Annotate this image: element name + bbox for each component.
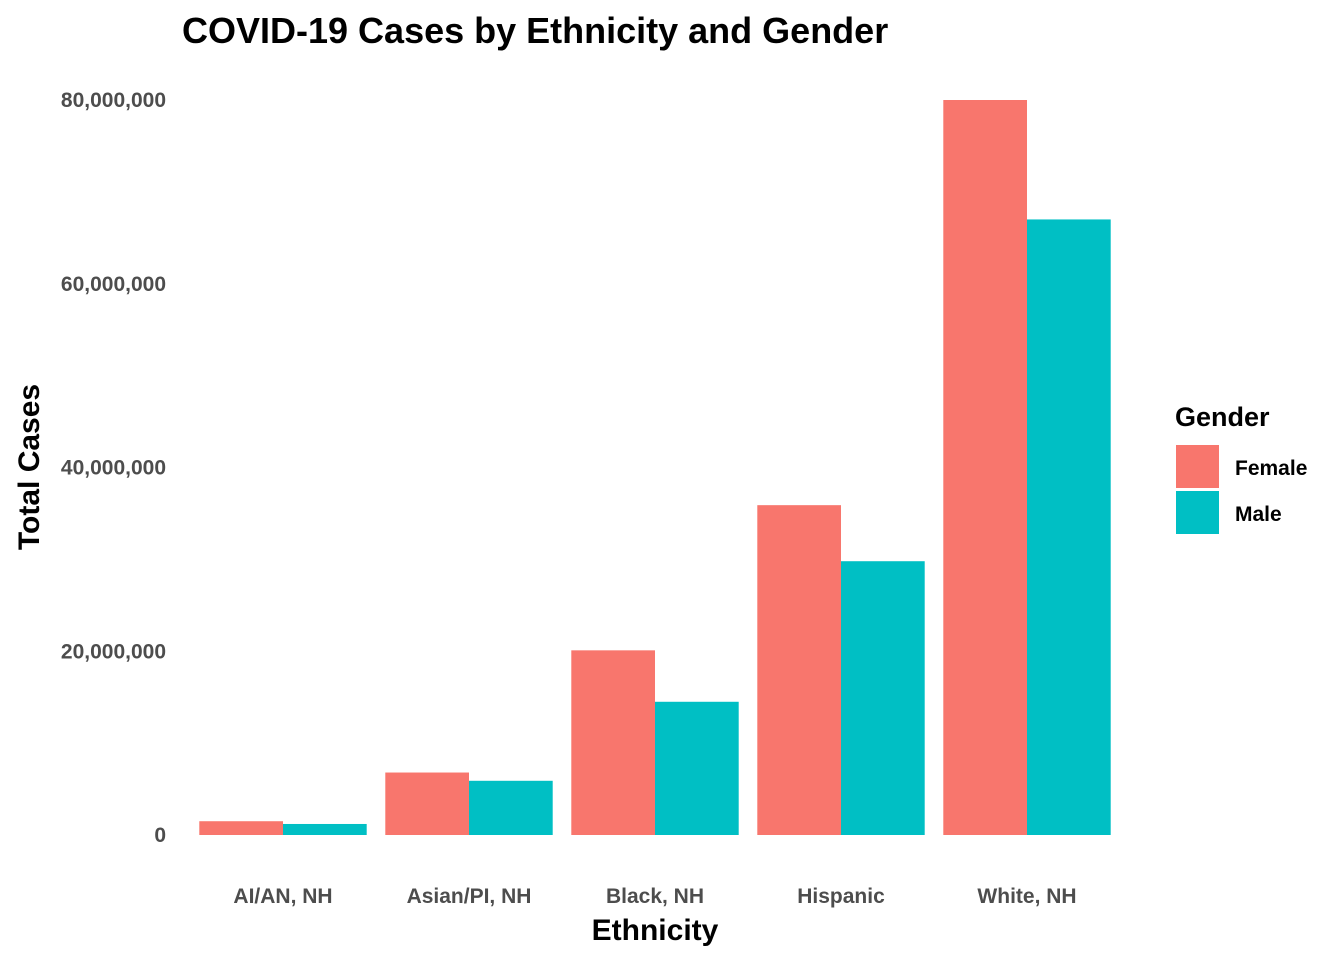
bar-female-white-nh xyxy=(943,100,1027,835)
legend-key-female xyxy=(1176,445,1219,488)
x-tick-label: AI/AN, NH xyxy=(233,885,332,908)
bar-male-hispanic xyxy=(841,561,925,835)
bar-female-ai-an-nh xyxy=(199,821,283,835)
x-tick-label: Black, NH xyxy=(606,885,704,908)
bar-male-black-nh xyxy=(655,701,739,835)
x-tick-label: Hispanic xyxy=(797,885,885,908)
bar-female-black-nh xyxy=(571,650,655,835)
bar-male-white-nh xyxy=(1027,219,1111,835)
y-tick-label: 20,000,000 xyxy=(61,640,166,663)
y-axis-ticks: 0 20,000,000 40,000,000 60,000,000 80,000,00… xyxy=(61,89,166,847)
bar-female-hispanic xyxy=(757,505,841,835)
chart-title: COVID-19 Cases by Ethnicity and Gender xyxy=(182,10,888,51)
x-axis-title: Ethnicity xyxy=(592,914,719,947)
legend-key-male xyxy=(1176,491,1219,534)
x-tick-label: White, NH xyxy=(977,885,1076,908)
bar-female-asian-pi-nh xyxy=(385,772,469,835)
legend-title: Gender xyxy=(1175,402,1270,432)
y-tick-label: 80,000,000 xyxy=(61,89,166,112)
x-tick-label: Asian/PI, NH xyxy=(407,885,532,908)
legend: Gender Female Male xyxy=(1175,402,1307,534)
bar-male-asian-pi-nh xyxy=(469,780,553,835)
y-tick-label: 0 xyxy=(154,824,166,847)
legend-label-female: Female xyxy=(1235,457,1307,480)
y-axis-title: Total Cases xyxy=(13,384,46,550)
bars-group xyxy=(199,100,1111,835)
legend-label-male: Male xyxy=(1235,503,1282,526)
y-tick-label: 40,000,000 xyxy=(61,457,166,480)
bar-male-ai-an-nh xyxy=(283,823,367,835)
x-axis-ticks: AI/AN, NH Asian/PI, NH Black, NH Hispanic Wh… xyxy=(233,885,1076,908)
y-tick-label: 60,000,000 xyxy=(61,273,166,296)
